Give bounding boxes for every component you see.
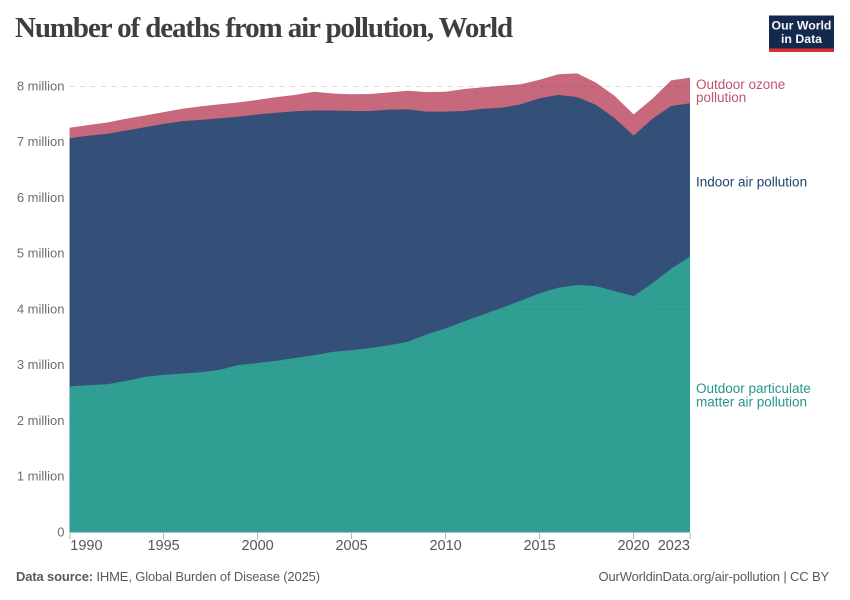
svg-text:Data source: IHME, Global Burd: Data source: IHME, Global Burden of Dise… <box>16 569 320 584</box>
svg-text:4 million: 4 million <box>17 301 65 316</box>
svg-text:Indoor air pollution: Indoor air pollution <box>696 174 807 189</box>
svg-text:6 million: 6 million <box>17 190 65 205</box>
svg-text:2010: 2010 <box>429 538 461 554</box>
svg-text:in Data: in Data <box>781 32 822 46</box>
svg-text:8 million: 8 million <box>17 78 65 93</box>
svg-text:2 million: 2 million <box>17 413 65 428</box>
svg-text:2000: 2000 <box>241 538 273 554</box>
svg-text:Number of deaths from air poll: Number of deaths from air pollution, Wor… <box>15 12 513 44</box>
svg-text:2023: 2023 <box>658 538 690 554</box>
svg-text:OurWorldinData.org/air-polluti: OurWorldinData.org/air-pollution | CC BY <box>598 569 829 584</box>
svg-text:2020: 2020 <box>617 538 649 554</box>
svg-text:2015: 2015 <box>523 538 555 554</box>
svg-text:0: 0 <box>57 524 64 539</box>
svg-text:pollution: pollution <box>696 90 746 105</box>
svg-text:Our World: Our World <box>772 19 832 33</box>
svg-text:7 million: 7 million <box>17 134 65 149</box>
svg-text:2005: 2005 <box>335 538 367 554</box>
svg-text:3 million: 3 million <box>17 357 65 372</box>
svg-text:Outdoor particulate: Outdoor particulate <box>696 381 811 396</box>
svg-text:5 million: 5 million <box>17 246 65 261</box>
svg-text:1990: 1990 <box>70 538 102 554</box>
svg-text:matter air pollution: matter air pollution <box>696 395 807 410</box>
svg-text:1995: 1995 <box>147 538 179 554</box>
svg-text:1 million: 1 million <box>17 469 65 484</box>
svg-text:Outdoor ozone: Outdoor ozone <box>696 77 785 92</box>
